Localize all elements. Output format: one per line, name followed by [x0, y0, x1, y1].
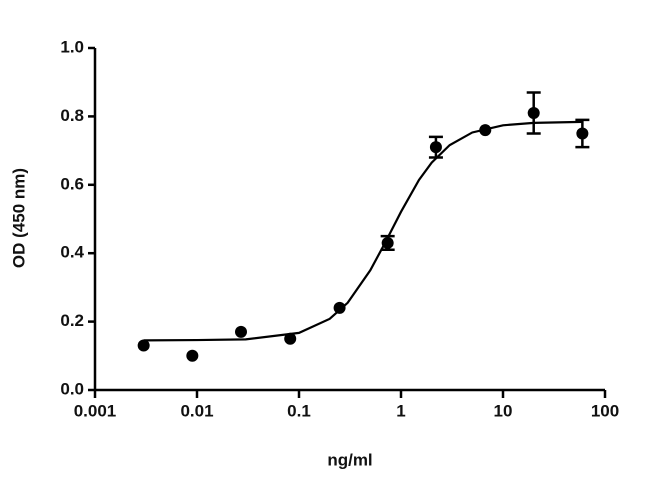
x-axis-label: ng/ml: [327, 450, 372, 469]
data-point: [284, 332, 297, 345]
x-tick-label: 0.1: [287, 401, 311, 420]
data-point: [381, 236, 394, 249]
x-tick-label: 1: [396, 401, 405, 420]
y-tick-label: 0.0: [60, 379, 84, 398]
data-point: [576, 127, 589, 140]
y-tick-label: 0.2: [60, 311, 84, 330]
data-point: [137, 339, 150, 352]
y-tick-label: 0.8: [60, 106, 84, 125]
x-tick-label: 0.01: [180, 401, 213, 420]
data-point: [527, 106, 540, 119]
data-point: [234, 325, 247, 338]
x-tick-label: 0.001: [74, 401, 117, 420]
y-axis-label: OD (450 nm): [9, 168, 28, 268]
y-tick-label: 0.4: [60, 243, 84, 262]
y-tick-label: 1.0: [60, 37, 84, 56]
data-point: [333, 301, 346, 314]
x-tick-label: 100: [591, 401, 619, 420]
x-tick-label: 10: [494, 401, 513, 420]
y-tick-label: 0.6: [60, 174, 84, 193]
data-point: [186, 349, 199, 362]
data-point: [429, 141, 442, 154]
fit-curve: [143, 120, 583, 342]
